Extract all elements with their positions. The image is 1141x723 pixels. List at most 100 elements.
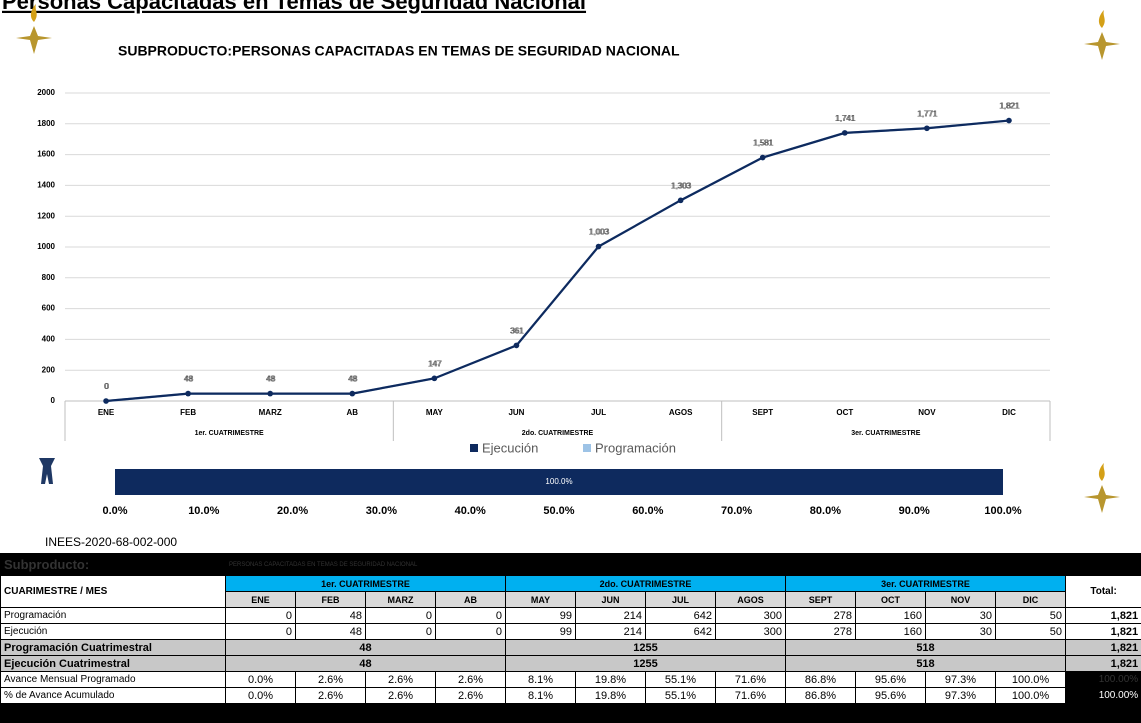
data-label: 361 [510, 327, 524, 336]
cell: 518 [785, 639, 1066, 656]
data-label: 1,771 [918, 109, 939, 118]
cell: 48 [225, 639, 506, 656]
table-row: Ejecución 0 48 0 0 99 214 642 300 278 160 30 50 1,821 [0, 623, 1141, 640]
cell: 214 [575, 623, 646, 640]
legend-swatch [470, 444, 478, 452]
cell: 100.0% [995, 671, 1066, 688]
series-line [105, 119, 1010, 403]
row-label: % de Avance Acumulado [0, 687, 226, 704]
cell: 642 [645, 623, 716, 640]
cell: 100.0% [995, 687, 1066, 704]
table-title: Subproducto: [0, 553, 226, 576]
x-tick-label: JUN [508, 408, 524, 417]
data-label: 1,821 [1000, 102, 1021, 111]
cell: 2.6% [435, 687, 506, 704]
x-tick-label: 60.0% [632, 505, 663, 517]
row-total: 1,821 [1064, 623, 1141, 640]
y-tick-label: 400 [42, 335, 56, 344]
cell: 1255 [505, 655, 786, 672]
cell: 2.6% [295, 687, 366, 704]
progress-bar [115, 469, 1003, 495]
table-row: Avance Mensual Programado 0.0% 2.6% 2.6% 2.6… [0, 671, 1141, 688]
month-header: FEB [295, 591, 366, 608]
progress-label: 100.0% [545, 477, 572, 486]
month-header: MARZ [365, 591, 436, 608]
data-point [513, 342, 520, 349]
x-tick-label: 30.0% [366, 505, 397, 517]
corner-header: CUARIMESTRE / MES [0, 575, 226, 608]
data-point [431, 375, 438, 382]
month-header: JUN [575, 591, 646, 608]
cell: 8.1% [505, 687, 576, 704]
data-label: 1,741 [835, 114, 856, 123]
x-tick-label: AGOS [669, 408, 693, 417]
cell: 300 [715, 623, 786, 640]
row-label: Programación Cuatrimestral [0, 639, 226, 656]
cell: 95.6% [855, 687, 926, 704]
row-total: 100.00% [1064, 671, 1141, 688]
row-label: Avance Mensual Programado [0, 671, 226, 688]
table-row: Programación 0 48 0 0 99 214 642 300 278 160 30 50 1,… [0, 607, 1141, 624]
emblem [16, 4, 52, 54]
cell: 518 [785, 655, 1066, 672]
cell: 8.1% [505, 671, 576, 688]
emblem [1084, 10, 1120, 60]
month-header: JUL [645, 591, 716, 608]
data-point [841, 130, 848, 136]
data-point [1006, 117, 1012, 124]
cell: 19.8% [575, 671, 646, 688]
x-tick-label: OCT [836, 408, 853, 417]
data-table: Subproducto: PERSONAS CAPACITADAS EN TEMA… [0, 553, 1141, 704]
data-label: 147 [429, 359, 443, 368]
x-tick-label: ENE [98, 408, 115, 417]
data-point [759, 154, 766, 161]
y-tick-label: 0 [51, 396, 56, 405]
group-label: 3er. CUATRIMESTRE [851, 430, 920, 437]
cell: 0 [435, 623, 506, 640]
cell: 2.6% [435, 671, 506, 688]
x-tick-label: 100.0% [984, 505, 1022, 517]
emblem [1084, 463, 1120, 513]
x-tick-label: 0.0% [102, 505, 127, 517]
cell: 0.0% [225, 671, 296, 688]
legend-label: Programación [595, 440, 676, 455]
x-tick-label: 90.0% [899, 505, 930, 517]
row-label: Programación [0, 607, 226, 624]
cell: 30 [925, 607, 996, 624]
month-header: NOV [925, 591, 996, 608]
cell: 19.8% [575, 687, 646, 704]
cell: 1255 [505, 639, 786, 656]
table-row: Programación Cuatrimestral 48 1255 518 1,821 [0, 639, 1141, 656]
cell: 55.1% [645, 687, 716, 704]
row-total: 1,821 [1064, 639, 1141, 656]
y-tick-label: 1200 [37, 211, 55, 220]
cell: 95.6% [855, 671, 926, 688]
y-tick-label: 200 [42, 365, 56, 374]
x-tick-label: MAY [426, 408, 444, 417]
data-label: 1,771 [917, 109, 938, 118]
cell: 2.6% [365, 687, 436, 704]
x-tick-label: 80.0% [810, 505, 841, 517]
x-tick-label: MARZ [259, 408, 282, 417]
month-header: AB [435, 591, 506, 608]
data-label: 1,003 [590, 228, 611, 237]
data-label: 361 [511, 327, 525, 336]
person-icon [39, 458, 55, 484]
data-point [103, 398, 109, 404]
group-header: 3er. CUATRIMESTRE [785, 575, 1066, 592]
cell: 278 [785, 623, 856, 640]
cell: 2.6% [295, 671, 366, 688]
cell: 30 [925, 623, 996, 640]
row-total: 1,821 [1064, 607, 1141, 624]
cell: 0 [225, 623, 296, 640]
month-header: OCT [855, 591, 926, 608]
data-label: 48 [266, 375, 275, 384]
data-label: 147 [428, 359, 442, 368]
cell: 278 [785, 607, 856, 624]
cell: 99 [505, 607, 576, 624]
cell: 0 [225, 607, 296, 624]
month-header: DIC [995, 591, 1066, 608]
group-row: CUARIMESTRE / MES 1er. CUATRIMESTRE 2do. C… [0, 575, 1141, 608]
y-tick-label: 1600 [37, 150, 55, 159]
